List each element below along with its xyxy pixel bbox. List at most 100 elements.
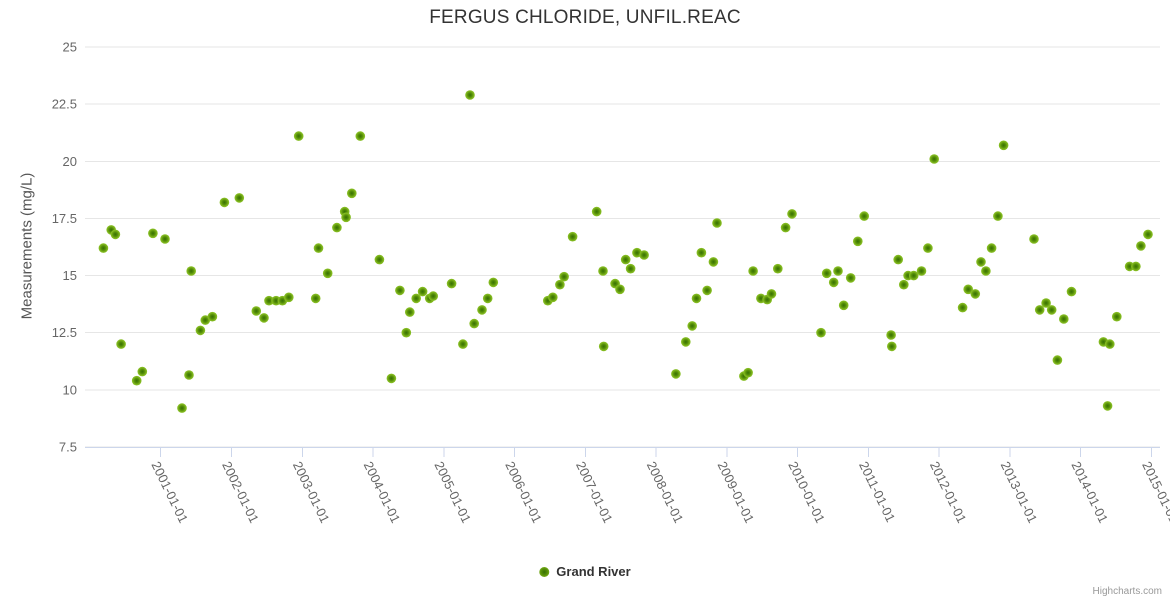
- data-point[interactable]: [186, 266, 196, 276]
- data-point[interactable]: [1059, 314, 1069, 324]
- data-point[interactable]: [853, 236, 863, 247]
- data-point[interactable]: [465, 90, 475, 100]
- data-point[interactable]: [625, 263, 636, 274]
- data-point[interactable]: [591, 206, 602, 217]
- data-point[interactable]: [691, 293, 702, 304]
- data-point[interactable]: [899, 279, 909, 290]
- data-point[interactable]: [458, 339, 468, 349]
- data-point[interactable]: [671, 369, 681, 379]
- data-point[interactable]: [401, 327, 412, 338]
- data-point[interactable]: [598, 341, 609, 352]
- data-point[interactable]: [708, 257, 719, 267]
- data-point[interactable]: [548, 292, 558, 303]
- data-point[interactable]: [833, 266, 843, 276]
- data-point[interactable]: [98, 243, 109, 253]
- data-point[interactable]: [696, 247, 707, 258]
- data-point[interactable]: [886, 330, 896, 340]
- data-point[interactable]: [743, 367, 753, 378]
- data-point[interactable]: [395, 285, 405, 296]
- data-point[interactable]: [293, 131, 304, 141]
- data-point[interactable]: [488, 277, 499, 288]
- data-point[interactable]: [957, 302, 968, 313]
- data-point[interactable]: [981, 266, 991, 276]
- data-point[interactable]: [555, 279, 565, 290]
- data-point[interactable]: [251, 306, 262, 316]
- data-point[interactable]: [446, 278, 457, 289]
- data-point[interactable]: [559, 271, 569, 282]
- data-point[interactable]: [766, 289, 777, 299]
- data-point[interactable]: [322, 268, 333, 279]
- data-point[interactable]: [428, 291, 439, 301]
- data-point[interactable]: [347, 188, 357, 199]
- data-point[interactable]: [219, 197, 230, 208]
- data-point[interactable]: [712, 218, 722, 228]
- data-point[interactable]: [1046, 305, 1057, 315]
- data-point[interactable]: [887, 341, 897, 352]
- data-point[interactable]: [748, 266, 758, 276]
- data-point[interactable]: [195, 325, 206, 336]
- data-point[interactable]: [908, 270, 919, 281]
- data-point[interactable]: [482, 293, 493, 304]
- data-point[interactable]: [1136, 241, 1146, 251]
- data-point[interactable]: [160, 234, 170, 244]
- data-point[interactable]: [567, 231, 578, 242]
- data-point[interactable]: [620, 254, 631, 265]
- data-point[interactable]: [780, 222, 791, 233]
- data-point[interactable]: [184, 370, 194, 380]
- data-point[interactable]: [310, 293, 321, 304]
- data-point[interactable]: [1041, 298, 1051, 308]
- data-point[interactable]: [1143, 229, 1153, 240]
- data-point[interactable]: [1066, 286, 1077, 297]
- data-point[interactable]: [970, 289, 981, 299]
- data-point[interactable]: [284, 292, 294, 303]
- data-point[interactable]: [893, 254, 903, 265]
- data-point[interactable]: [1112, 311, 1122, 322]
- data-point[interactable]: [615, 284, 625, 295]
- data-point[interactable]: [200, 315, 211, 325]
- data-point[interactable]: [477, 305, 487, 315]
- data-point[interactable]: [177, 403, 187, 413]
- data-point[interactable]: [411, 293, 422, 304]
- data-point[interactable]: [976, 257, 986, 267]
- data-point[interactable]: [828, 277, 839, 288]
- data-point[interactable]: [332, 222, 342, 233]
- data-point[interactable]: [110, 229, 121, 240]
- data-point[interactable]: [234, 193, 245, 203]
- data-point[interactable]: [355, 131, 366, 141]
- data-point[interactable]: [131, 375, 142, 386]
- data-point[interactable]: [207, 311, 218, 322]
- data-point[interactable]: [259, 313, 269, 323]
- data-point[interactable]: [963, 284, 973, 295]
- data-point[interactable]: [923, 243, 933, 253]
- data-point[interactable]: [859, 211, 869, 221]
- data-point[interactable]: [773, 263, 783, 274]
- data-point[interactable]: [916, 266, 927, 276]
- data-point[interactable]: [787, 209, 797, 219]
- data-point[interactable]: [929, 154, 939, 164]
- data-point[interactable]: [386, 373, 397, 384]
- data-point[interactable]: [845, 273, 856, 283]
- data-point[interactable]: [417, 286, 428, 297]
- data-point[interactable]: [821, 268, 832, 279]
- data-point[interactable]: [1131, 261, 1141, 272]
- data-point[interactable]: [639, 250, 649, 260]
- data-point[interactable]: [137, 366, 148, 377]
- data-point[interactable]: [405, 307, 415, 317]
- data-point[interactable]: [998, 140, 1009, 151]
- data-point[interactable]: [313, 243, 324, 253]
- data-point[interactable]: [1105, 339, 1115, 349]
- data-point[interactable]: [838, 300, 849, 311]
- data-point[interactable]: [702, 285, 712, 296]
- data-point[interactable]: [374, 254, 385, 265]
- data-point[interactable]: [1052, 355, 1063, 365]
- data-point[interactable]: [1102, 401, 1113, 411]
- data-point[interactable]: [1029, 234, 1039, 244]
- data-point[interactable]: [598, 266, 608, 276]
- data-point[interactable]: [687, 321, 697, 331]
- data-point[interactable]: [1034, 305, 1045, 315]
- data-point[interactable]: [148, 228, 158, 239]
- legend-item-grand-river[interactable]: Grand River: [539, 564, 631, 579]
- data-point[interactable]: [264, 295, 274, 306]
- data-point[interactable]: [116, 339, 126, 349]
- data-point[interactable]: [341, 212, 351, 223]
